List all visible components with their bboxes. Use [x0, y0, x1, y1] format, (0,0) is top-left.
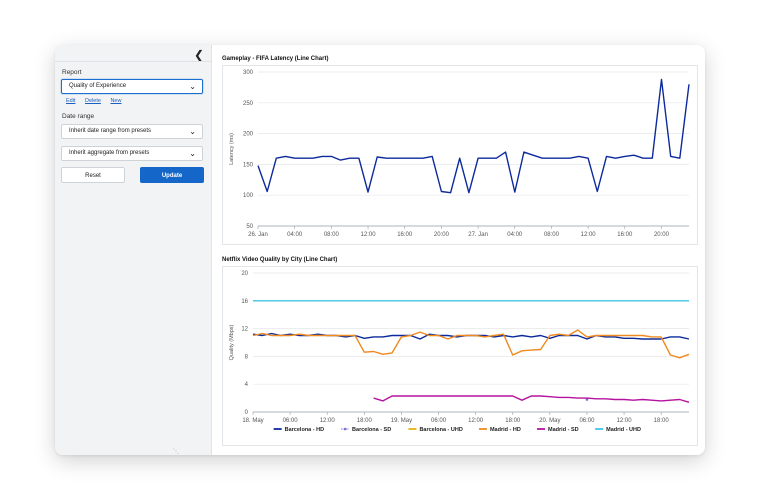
x-tick-label: 18. May: [242, 418, 263, 424]
chevron-down-icon: ⌄: [189, 149, 196, 158]
x-tick-label: 12:00: [320, 418, 336, 424]
y-tick-label: 8: [245, 354, 249, 360]
delete-link[interactable]: Delete: [85, 98, 101, 104]
x-tick-label: 18:00: [357, 418, 373, 424]
report-links: Edit Delete New: [66, 98, 129, 104]
y-tick-label: 150: [243, 162, 254, 168]
x-tick-label: 04:00: [507, 232, 523, 238]
x-tick-label: 26. Jan: [248, 232, 268, 238]
x-tick-label: 20:00: [434, 232, 450, 238]
resize-handle-icon[interactable]: ⋱: [173, 449, 179, 455]
report-select[interactable]: Quality of Experience ⌄: [61, 79, 203, 94]
x-tick-label: 27. Jan: [468, 232, 488, 238]
series-line-madrid-sd: [373, 395, 690, 403]
x-tick-label: 06:00: [579, 418, 595, 424]
legend-label-madrid-uhd: Madrid - UHD: [606, 427, 641, 433]
chevron-down-icon: ⌄: [189, 127, 196, 136]
y-tick-label: 20: [241, 271, 248, 277]
legend-label-barcelona-hd: Barcelona - HD: [285, 427, 324, 433]
x-tick-label: 19. May: [391, 418, 412, 424]
aggregate-select[interactable]: Inherit aggregate from presets ⌄: [61, 146, 203, 161]
report-label: Report: [62, 69, 82, 76]
latency-chart: 50 100 150 200 250 300 26. Jan 04:00 08:00 12:00 1…: [229, 70, 690, 238]
sidebar-divider: [55, 61, 211, 62]
legend-label-madrid-hd: Madrid - HD: [490, 427, 521, 433]
reset-button[interactable]: Reset: [61, 167, 125, 183]
series-line-latency: [257, 78, 690, 194]
new-link[interactable]: New: [110, 98, 122, 104]
y-axis-label: Latency (ms): [229, 133, 235, 165]
app-window: ❮ Report Quality of Experience ⌄ Edit De…: [55, 45, 705, 455]
x-tick-label: 12:00: [581, 232, 597, 238]
y-tick-label: 16: [241, 299, 248, 305]
aggregate-value: Inherit aggregate from presets: [69, 150, 150, 156]
main-content: Gameplay - FIFA Latency (Line Chart) 50 1…: [212, 45, 705, 455]
x-tick-label: 20:00: [654, 232, 670, 238]
netflix-chart-title: Netflix Video Quality by City (Line Char…: [222, 257, 338, 263]
sidebar: ❮ Report Quality of Experience ⌄ Edit De…: [55, 45, 212, 455]
chevron-down-icon: ⌄: [189, 82, 196, 91]
date-range-value: Inherit date range from presets: [69, 128, 152, 134]
date-range-label: Date range: [62, 113, 95, 120]
x-tick-label: 20. May: [539, 418, 560, 424]
x-tick-label: 18:00: [654, 418, 670, 424]
edit-link[interactable]: Edit: [66, 98, 76, 104]
x-tick-label: 18:00: [505, 418, 521, 424]
y-tick-label: 100: [243, 193, 254, 199]
x-tick-label: 06:00: [431, 418, 447, 424]
y-tick-label: 200: [243, 132, 254, 138]
x-tick-label: 06:00: [283, 418, 299, 424]
netflix-chart-panel: 0 4 8 12 16 20 18. May 06:00 12:00 18:00 19. May 06…: [222, 266, 698, 446]
update-button[interactable]: Update: [140, 167, 204, 183]
date-range-select[interactable]: Inherit date range from presets ⌄: [61, 124, 203, 139]
legend-label-madrid-sd: Madrid - SD: [548, 427, 579, 433]
legend-marker-barcelona-sd: [343, 427, 347, 431]
report-select-value: Quality of Experience: [69, 83, 127, 89]
netflix-chart: 0 4 8 12 16 20 18. May 06:00 12:00 18:00 19. May 06…: [229, 271, 690, 433]
latency-chart-title: Gameplay - FIFA Latency (Line Chart): [222, 56, 329, 62]
y-tick-label: 50: [246, 224, 253, 230]
x-tick-label: 12:00: [361, 232, 377, 238]
collapse-sidebar-icon[interactable]: ❮: [193, 48, 205, 62]
x-tick-label: 08:00: [544, 232, 560, 238]
x-tick-label: 04:00: [287, 232, 303, 238]
y-axis-label: Quality (Mbps): [229, 324, 235, 360]
y-tick-label: 300: [243, 70, 254, 76]
x-tick-label: 16:00: [617, 232, 633, 238]
x-tick-label: 12:00: [468, 418, 484, 424]
series-line-madrid-hd: [252, 329, 690, 359]
y-tick-label: 250: [243, 101, 254, 107]
latency-chart-panel: 50 100 150 200 250 300 26. Jan 04:00 08:00 12:00 1…: [222, 65, 698, 245]
legend-label-barcelona-uhd: Barcelona - UHD: [419, 427, 462, 433]
y-tick-label: 12: [241, 327, 248, 333]
legend-label-barcelona-sd: Barcelona - SD: [352, 427, 391, 433]
y-tick-label: 0: [245, 410, 249, 416]
series-line-barcelona-hd: [252, 332, 690, 340]
y-tick-label: 4: [245, 382, 249, 388]
x-tick-label: 16:00: [397, 232, 413, 238]
x-tick-label: 12:00: [617, 418, 633, 424]
x-tick-label: 08:00: [324, 232, 340, 238]
